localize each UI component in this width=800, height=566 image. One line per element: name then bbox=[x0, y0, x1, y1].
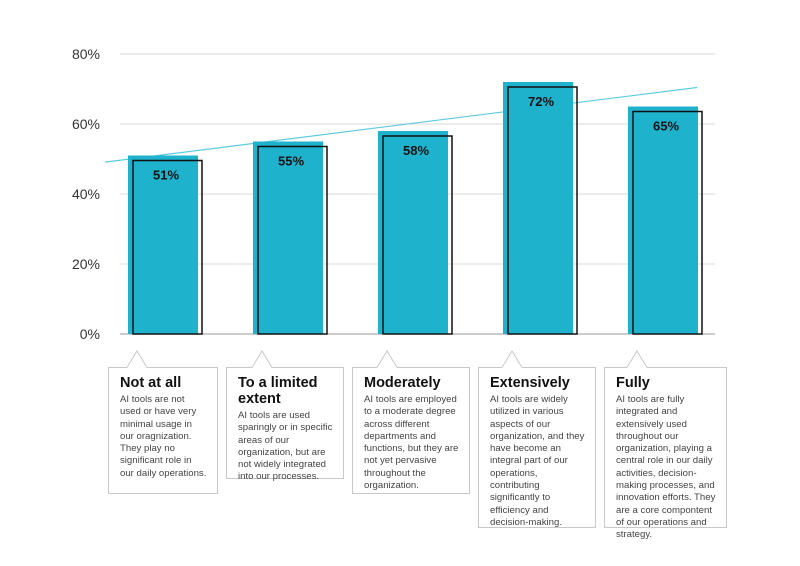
bar-outline-0 bbox=[132, 159, 203, 335]
description-text: AI tools are fully integrated and extens… bbox=[616, 394, 716, 541]
bar-outline-4 bbox=[632, 110, 703, 335]
description-text: AI tools are used sparingly or in specif… bbox=[238, 410, 333, 483]
bar-0 bbox=[128, 155, 198, 334]
bar-4 bbox=[628, 106, 698, 334]
y-tick-label: 40% bbox=[72, 186, 100, 202]
y-tick-label: 0% bbox=[80, 326, 100, 342]
description-text: AI tools are employed to a moderate degr… bbox=[364, 394, 459, 492]
description-text: AI tools are widely utilized in various … bbox=[490, 394, 585, 528]
y-tick-label: 80% bbox=[72, 46, 100, 62]
description-title: Not at all bbox=[120, 375, 182, 391]
description-text: AI tools are not used or have very minim… bbox=[120, 394, 207, 479]
bar-outline-1 bbox=[257, 145, 328, 335]
bar-3 bbox=[503, 82, 573, 334]
data-label: 58% bbox=[403, 143, 429, 158]
data-label: 55% bbox=[278, 154, 304, 169]
bar-outline-3 bbox=[507, 86, 578, 335]
y-tick-label: 60% bbox=[72, 116, 100, 132]
bar-outline-2 bbox=[382, 135, 453, 335]
description-box-moderately: Moderately AI tools are employed to a mo… bbox=[352, 367, 470, 494]
description-box-fully: Fully AI tools are fully integrated and … bbox=[604, 367, 727, 540]
description-title: Fully bbox=[616, 375, 650, 391]
data-label: 65% bbox=[653, 119, 679, 134]
description-box-extensively: Extensively AI tools are widely utilized… bbox=[478, 367, 596, 528]
data-label: 51% bbox=[153, 168, 179, 183]
description-title: Extensively bbox=[490, 375, 570, 391]
description-box-limited: To a limited extent AI tools are used sp… bbox=[226, 367, 344, 482]
description-title: To a limited extent bbox=[238, 375, 318, 407]
y-tick-label: 20% bbox=[72, 256, 100, 272]
bar-1 bbox=[253, 141, 323, 334]
data-label: 72% bbox=[528, 94, 554, 109]
description-box-not-at-all: Not at all AI tools are not used or have… bbox=[108, 367, 218, 494]
bar-2 bbox=[378, 131, 448, 334]
description-title: Moderately bbox=[364, 375, 441, 391]
trend-line bbox=[104, 86, 698, 163]
